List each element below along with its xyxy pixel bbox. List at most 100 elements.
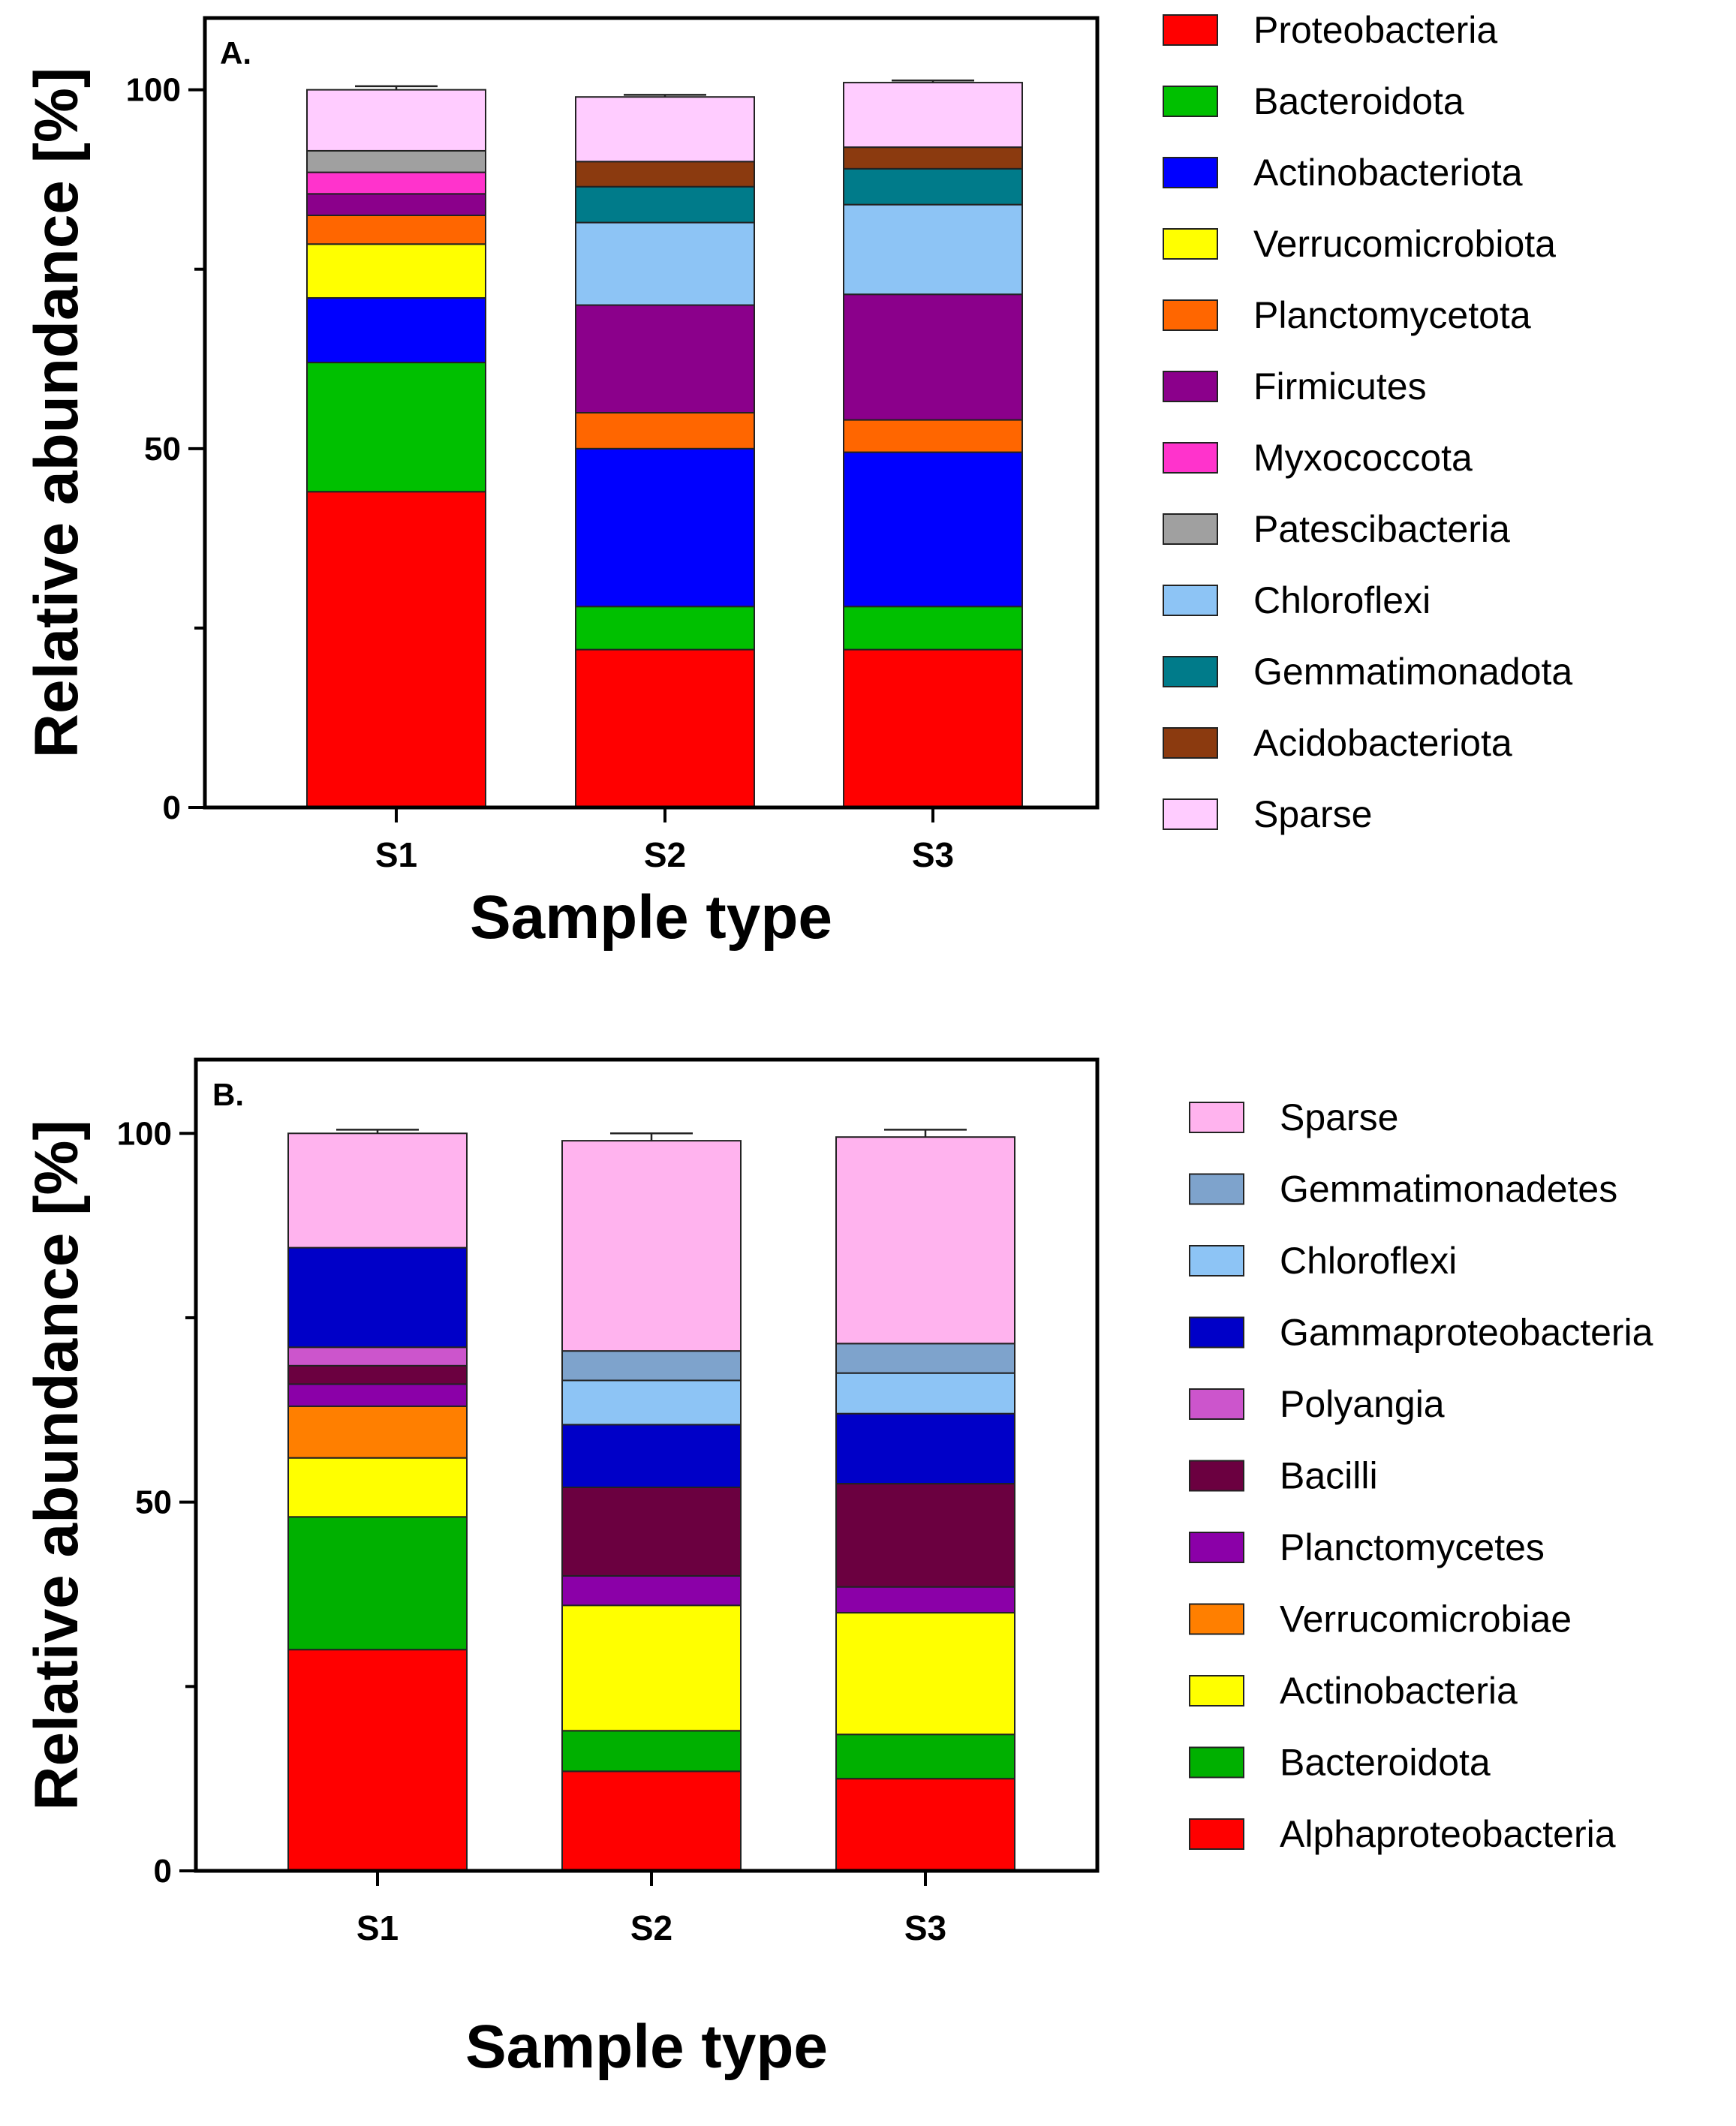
bar-segment bbox=[575, 221, 755, 306]
legend-label: Sparse bbox=[1253, 793, 1372, 835]
y-tick-label: 0 bbox=[154, 1853, 172, 1890]
bar-segment bbox=[561, 1140, 742, 1352]
chart-panel-b: 0 50 100 S1 S2 S3 B. Sample type Relative abunda… bbox=[23, 1057, 1653, 2081]
bar-segment bbox=[561, 1350, 742, 1382]
legend-swatch bbox=[1163, 157, 1218, 188]
bar-segment bbox=[287, 1132, 468, 1249]
bar-segment bbox=[575, 161, 755, 188]
bar-segment bbox=[306, 296, 486, 364]
legend-label: Patescibacteria bbox=[1253, 508, 1510, 550]
bar-segment bbox=[843, 203, 1023, 296]
bar-stack-s2 bbox=[561, 1132, 742, 1872]
legend-swatch bbox=[1189, 1173, 1244, 1205]
panel-label: A. bbox=[220, 35, 251, 71]
legend-label: Verrucomicrobiota bbox=[1253, 223, 1556, 265]
legend-swatch bbox=[1189, 1316, 1244, 1349]
x-tick-label: S1 bbox=[375, 835, 417, 874]
bar-segment bbox=[575, 412, 755, 450]
bar-segment bbox=[561, 1730, 742, 1773]
plot-frame bbox=[203, 16, 1100, 810]
legend-swatch bbox=[1163, 442, 1218, 474]
legend-swatch bbox=[1163, 585, 1218, 616]
legend-label: Firmicutes bbox=[1253, 365, 1427, 407]
x-tick-label: S3 bbox=[904, 1908, 946, 1947]
legend-label: Gemmatimonadota bbox=[1253, 651, 1572, 693]
legend-label: Bacteroidota bbox=[1253, 80, 1464, 122]
legend-swatch bbox=[1163, 727, 1218, 759]
legend-swatch bbox=[1163, 656, 1218, 687]
bar-segment bbox=[306, 149, 486, 173]
bar-segment bbox=[843, 146, 1023, 170]
bar-segment bbox=[575, 648, 755, 808]
bar-segment bbox=[287, 1457, 468, 1518]
bar-segment bbox=[575, 304, 755, 413]
bar-segment bbox=[561, 1424, 742, 1488]
bar-segment bbox=[561, 1770, 742, 1872]
legend-label: Planctomycetota bbox=[1253, 294, 1531, 336]
legend-swatch bbox=[1189, 1603, 1244, 1635]
y-tick-label: 100 bbox=[117, 1115, 172, 1152]
y-tick-label: 50 bbox=[135, 1484, 172, 1521]
bar-segment bbox=[575, 606, 755, 651]
legend-swatch bbox=[1189, 1532, 1244, 1563]
y-axis-title: Relative abundance [%] bbox=[23, 68, 91, 758]
bar-segment bbox=[287, 1246, 468, 1349]
legend-swatch bbox=[1189, 1388, 1244, 1420]
legend-label: Alphaproteobacteria bbox=[1280, 1813, 1616, 1855]
legend-label: Actinobacteria bbox=[1280, 1670, 1518, 1712]
x-tick-label: S3 bbox=[912, 835, 954, 874]
legend-swatch bbox=[1189, 1460, 1244, 1492]
bar-segment bbox=[306, 215, 486, 245]
bar-segment bbox=[306, 171, 486, 195]
bar-segment bbox=[287, 1649, 468, 1872]
legend-swatch bbox=[1189, 1746, 1244, 1779]
bar-stack-s3 bbox=[835, 1129, 1015, 1872]
legend-swatch bbox=[1163, 228, 1218, 260]
legend-swatch bbox=[1189, 1675, 1244, 1707]
bar-segment bbox=[843, 293, 1023, 421]
legend-label: Planctomycetes bbox=[1280, 1526, 1545, 1568]
bar-segment bbox=[843, 451, 1023, 608]
x-tick-label: S2 bbox=[644, 835, 686, 874]
legend: Sparse Gemmatimonadetes Chloroflexi Gammapr… bbox=[1189, 1096, 1653, 1855]
bar-segment bbox=[835, 1734, 1015, 1780]
bar-stack-s1 bbox=[306, 85, 486, 808]
x-tick-label: S1 bbox=[357, 1908, 399, 1947]
legend-swatch bbox=[1189, 1245, 1244, 1277]
bar-segment bbox=[835, 1412, 1015, 1485]
bar-segment bbox=[561, 1574, 742, 1607]
bar-segment bbox=[287, 1383, 468, 1407]
legend: Proteobacteria Bacteroidota Actinobacterio… bbox=[1163, 9, 1572, 835]
x-axis-title: Sample type bbox=[465, 2013, 828, 2081]
y-axis-title: Relative abundance [%] bbox=[23, 1120, 91, 1810]
legend-label: Gemmatimonadetes bbox=[1280, 1168, 1617, 1210]
legend-label: Actinobacteriota bbox=[1253, 152, 1523, 194]
bar-segment bbox=[306, 491, 486, 808]
bar-segment bbox=[306, 362, 486, 493]
legend-swatch bbox=[1163, 14, 1218, 46]
bar-segment bbox=[843, 648, 1023, 808]
x-tick-label: S2 bbox=[630, 1908, 672, 1947]
bar-segment bbox=[843, 167, 1023, 206]
bar-segment bbox=[835, 1136, 1015, 1345]
bar-segment bbox=[835, 1343, 1015, 1374]
x-axis-title: Sample type bbox=[470, 883, 832, 952]
bar-segment bbox=[306, 243, 486, 299]
y-tick-label: 50 bbox=[144, 431, 181, 468]
legend-label: Chloroflexi bbox=[1253, 579, 1431, 621]
legend-swatch bbox=[1163, 798, 1218, 830]
legend-swatch bbox=[1163, 371, 1218, 402]
bar-stack-s3 bbox=[843, 79, 1023, 808]
bar-segment bbox=[575, 96, 755, 163]
legend-label: Sparse bbox=[1280, 1096, 1398, 1138]
bar-segment bbox=[835, 1778, 1015, 1872]
panel-label: B. bbox=[212, 1077, 244, 1112]
bar-segment bbox=[835, 1483, 1015, 1588]
bar-segment bbox=[575, 447, 755, 608]
legend-swatch bbox=[1163, 299, 1218, 331]
bar-segment bbox=[843, 82, 1023, 149]
bar-segment bbox=[835, 1586, 1015, 1614]
legend-swatch bbox=[1163, 513, 1218, 545]
plot-frame bbox=[194, 1057, 1100, 1873]
bar-segment bbox=[835, 1372, 1015, 1415]
